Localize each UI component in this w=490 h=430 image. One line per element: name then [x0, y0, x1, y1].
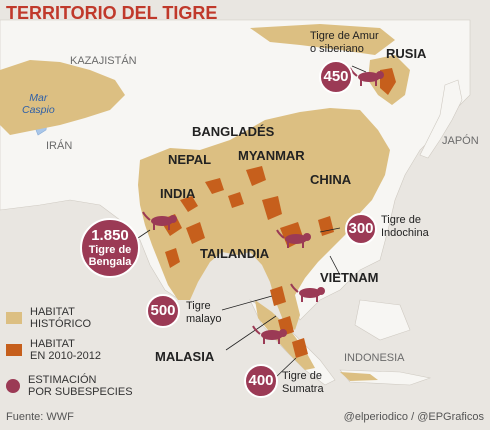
- subspecies-note-sumatra: Tigre de Sumatra: [282, 370, 324, 396]
- historic-habitat-main: [138, 108, 390, 330]
- label-malasia: MALASIA: [155, 349, 215, 364]
- legend-estimate: ESTIMACIÓN POR SUBESPECIES: [6, 374, 133, 398]
- label-iran: IRÁN: [46, 140, 73, 152]
- current-habitat-amur: [380, 68, 396, 95]
- subspecies-name-sumatra-line1: Tigre de: [282, 370, 322, 382]
- pointer-line-indochina: [319, 227, 341, 233]
- legend-historic: HABITAT HISTÓRICO: [6, 306, 91, 330]
- current-habitat-india-west: [186, 222, 205, 244]
- estimate-count-bengala: 1.850: [91, 227, 129, 244]
- estimate-badge-amur: 450: [319, 60, 353, 94]
- label-mar-caspio-line2: Caspio: [22, 104, 55, 116]
- subspecies-name-malayo-line2: malayo: [186, 313, 222, 325]
- label-mar-caspio-line1: Mar: [29, 92, 48, 104]
- label-china: CHINA: [310, 172, 352, 187]
- estimate-count-amur: 450: [323, 68, 349, 85]
- historic-habitat-caspian: [0, 60, 125, 135]
- tiger-icon-indochina: [276, 229, 311, 248]
- subspecies-name-indochina-line1: Tigre de: [381, 214, 421, 226]
- legend-current-text: HABITAT EN 2010-2012: [30, 338, 101, 362]
- legend-current-swatch: [6, 344, 22, 356]
- current-habitat-myanmar: [262, 196, 282, 220]
- tiger-icon-bengala: [142, 211, 177, 230]
- tiger-icon-malayo: [290, 283, 325, 302]
- source-note: Fuente: WWF: [6, 411, 74, 423]
- estimate-badge-bengala: 1.850 Tigre de Bengala: [80, 218, 140, 278]
- current-habitat-nepal: [205, 178, 224, 194]
- legend-historic-line1: HABITAT: [30, 306, 75, 318]
- label-rusia: RUSIA: [386, 46, 427, 61]
- map-title: TERRITORIO DEL TIGRE: [6, 3, 218, 23]
- legend-current-line1: HABITAT: [30, 338, 75, 350]
- historic-habitat-java: [340, 372, 378, 381]
- subspecies-name-amur-line1: Tigre de Amur: [310, 30, 379, 42]
- legend-estimate-dot: [6, 379, 20, 393]
- subspecies-name-indochina-line2: Indochina: [381, 227, 429, 239]
- label-tailandia: TAILANDIA: [200, 246, 270, 261]
- current-habitat-malaysia-north: [270, 286, 286, 306]
- historic-habitat: [0, 24, 410, 381]
- legend-current-line2: EN 2010-2012: [30, 350, 101, 362]
- pointer-line-malayo: [221, 295, 273, 311]
- pointer-line-vietnam: [329, 255, 341, 276]
- subspecies-name-malayo-line1: Tigre: [186, 300, 211, 312]
- tiger-icon-sumatra: [252, 325, 287, 344]
- subspecies-name-sumatra-line2: Sumatra: [282, 383, 324, 395]
- subspecies-name-bengala-line2: Bengala: [88, 256, 132, 268]
- label-nepal: NEPAL: [168, 152, 212, 167]
- historic-habitat-north: [250, 24, 395, 55]
- label-myanmar: MYANMAR: [238, 148, 305, 163]
- subspecies-name-bengala-line1: Tigre de: [88, 244, 132, 256]
- legend-current: HABITAT EN 2010-2012: [6, 338, 101, 362]
- current-habitat-bhutan: [228, 192, 244, 208]
- legend-estimate-text: ESTIMACIÓN POR SUBESPECIES: [28, 374, 133, 398]
- tiger-icons: [142, 67, 384, 344]
- pointer-line-malasia: [225, 315, 277, 351]
- current-habitat-indochina: [318, 216, 334, 236]
- current-habitat: [160, 68, 396, 358]
- estimate-badge-sumatra: 400: [244, 364, 278, 398]
- tiger-icon-amur: [349, 67, 384, 86]
- japan-landmass: [419, 79, 463, 159]
- estimate-badge-indochina: 300: [345, 213, 377, 245]
- estimate-badge-malayo: 500: [146, 294, 180, 328]
- label-kazajistan: KAZAJISTÁN: [70, 55, 137, 67]
- legend-estimate-line2: POR SUBESPECIES: [28, 386, 133, 398]
- current-habitat-sumatra: [292, 338, 308, 358]
- estimate-count-indochina: 300: [348, 220, 374, 237]
- subspecies-note-malayo: Tigre malayo: [186, 300, 221, 326]
- pointer-line-amur: [351, 65, 367, 73]
- label-japon: JAPÓN: [442, 135, 479, 147]
- legend-historic-swatch: [6, 312, 22, 324]
- current-habitat-bangladesh: [246, 166, 266, 186]
- label-banglades: BANGLADÉS: [192, 124, 275, 139]
- estimate-count-sumatra: 400: [248, 372, 274, 389]
- credit-note: @elperiodico / @EPGraficos: [343, 411, 484, 423]
- legend-estimate-line1: ESTIMACIÓN: [28, 374, 97, 386]
- subspecies-name-amur-line2: o siberiano: [310, 43, 364, 55]
- current-habitat-india-south: [165, 248, 180, 268]
- subspecies-note-amur: Tigre de Amur o siberiano: [310, 30, 379, 56]
- estimate-count-malayo: 500: [150, 302, 176, 319]
- label-vietnam: VIETNAM: [320, 270, 379, 285]
- legend-historic-text: HABITAT HISTÓRICO: [30, 306, 91, 330]
- label-india: INDIA: [160, 186, 196, 201]
- legend-historic-line2: HISTÓRICO: [30, 318, 92, 330]
- subspecies-note-indochina: Tigre de Indochina: [381, 214, 429, 240]
- label-indonesia: INDONESIA: [344, 352, 405, 364]
- label-mar-caspio: Mar Caspio: [22, 92, 55, 116]
- pointer-line-sumatra: [274, 357, 297, 379]
- current-habitat-india-north: [180, 196, 198, 212]
